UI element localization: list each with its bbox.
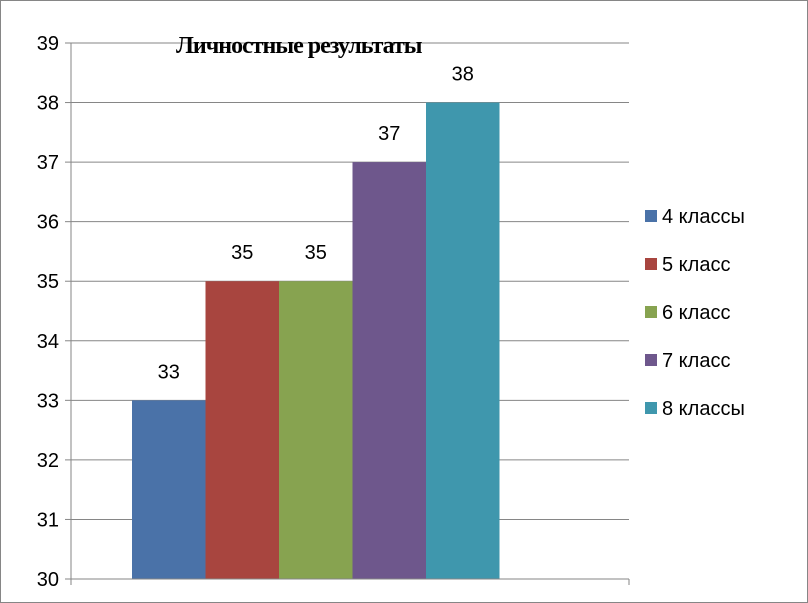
axes: 30 31 32 33 34 35 36 37 38 39 bbox=[37, 33, 630, 591]
y-tick-label: 34 bbox=[37, 331, 59, 353]
legend-label: 4 классы bbox=[662, 206, 745, 228]
legend-label: 6 класс bbox=[662, 302, 730, 324]
y-tick-label: 38 bbox=[37, 93, 59, 115]
legend-swatch bbox=[645, 354, 657, 366]
y-tick-label: 33 bbox=[37, 390, 59, 412]
data-label: 37 bbox=[378, 123, 400, 145]
data-label: 33 bbox=[158, 361, 180, 383]
y-tick-label: 30 bbox=[37, 569, 59, 591]
legend-swatch bbox=[645, 402, 657, 414]
legend-swatch bbox=[645, 306, 657, 318]
legend-label: 8 классы bbox=[662, 398, 745, 420]
chart-title: Личностные результаты bbox=[176, 33, 423, 59]
data-label: 35 bbox=[305, 242, 327, 264]
legend: 4 классы 5 класс 6 класс 7 класс 8 классы bbox=[645, 206, 745, 420]
legend-label: 7 класс bbox=[662, 350, 730, 372]
data-label: 38 bbox=[452, 64, 474, 86]
data-labels: 33 35 35 37 38 bbox=[158, 64, 474, 384]
y-tick-label: 36 bbox=[37, 212, 59, 234]
bar bbox=[352, 162, 426, 579]
data-label: 35 bbox=[231, 242, 253, 264]
y-tick-label: 37 bbox=[37, 152, 59, 174]
legend-label: 5 класс bbox=[662, 254, 730, 276]
legend-swatch bbox=[645, 210, 657, 222]
y-tick-label: 35 bbox=[37, 271, 59, 293]
y-tick-label: 39 bbox=[37, 33, 59, 55]
bar bbox=[426, 102, 500, 580]
bar bbox=[279, 281, 353, 579]
bar bbox=[205, 281, 279, 579]
bars bbox=[132, 102, 500, 580]
y-tick-label: 31 bbox=[37, 509, 59, 531]
legend-swatch bbox=[645, 258, 657, 270]
bar bbox=[132, 400, 206, 579]
y-tick-label: 32 bbox=[37, 450, 59, 472]
